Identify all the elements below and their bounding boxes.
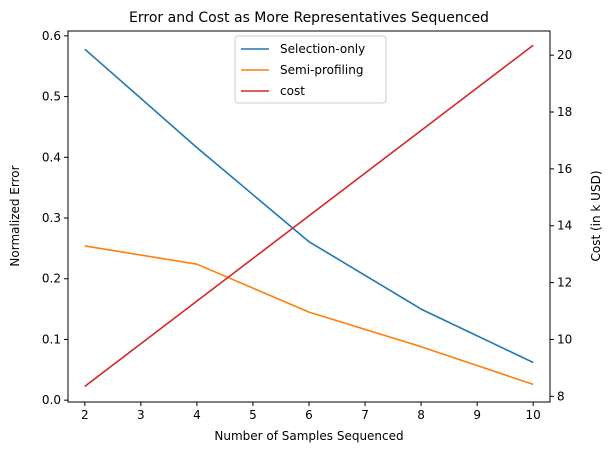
series-line-selection-only	[84, 48, 534, 364]
legend-label: Semi-profiling	[280, 63, 363, 77]
y-tick-label: 0.2	[42, 272, 61, 286]
x-tick-label: 4	[193, 408, 201, 422]
y-axis-label-left: Normalized Error	[8, 165, 22, 266]
legend: Selection-only Semi-profiling cost	[234, 35, 387, 104]
y2-tick-label: 16	[557, 162, 572, 176]
x-axis-label: Number of Samples Sequenced	[214, 429, 403, 443]
x-tick-label: 7	[361, 408, 369, 422]
legend-box	[234, 35, 387, 104]
x-tick-label: 6	[305, 408, 313, 422]
y-tick-label: 0.0	[42, 393, 61, 407]
x-tick-label: 8	[417, 408, 425, 422]
y-tick-label: 0.6	[42, 29, 61, 43]
y2-tick-label: 12	[557, 276, 572, 290]
y-axis-right: 8 10 12 14 16 18 20	[550, 48, 572, 403]
y2-tick-label: 14	[557, 219, 572, 233]
legend-label: cost	[280, 84, 305, 98]
y2-tick-label: 8	[557, 389, 565, 403]
x-tick-label: 5	[249, 408, 257, 422]
y-tick-label: 0.5	[42, 90, 61, 104]
y2-tick-label: 10	[557, 332, 572, 346]
x-tick-label: 9	[473, 408, 481, 422]
x-tick-label: 2	[81, 408, 89, 422]
y-tick-label: 0.4	[42, 150, 61, 164]
x-tick-label: 10	[526, 408, 541, 422]
x-tick-label: 3	[137, 408, 145, 422]
y-tick-label: 0.1	[42, 332, 61, 346]
y2-tick-label: 18	[557, 105, 572, 119]
chart-title: Error and Cost as More Representatives S…	[129, 10, 489, 26]
y-axis-label-right: Cost (in k USD)	[589, 170, 603, 261]
y2-tick-label: 20	[557, 48, 572, 62]
y-tick-label: 0.3	[42, 211, 61, 225]
y-axis-left: 0.0 0.1 0.2 0.3 0.4 0.5 0.6	[42, 29, 68, 407]
series-line-cost	[84, 44, 534, 388]
x-axis: 2 3 4 5 6 7 8 9 10	[81, 402, 541, 422]
legend-label: Selection-only	[280, 42, 365, 56]
series-line-semi-profiling	[84, 245, 534, 386]
series-layer	[84, 44, 534, 388]
